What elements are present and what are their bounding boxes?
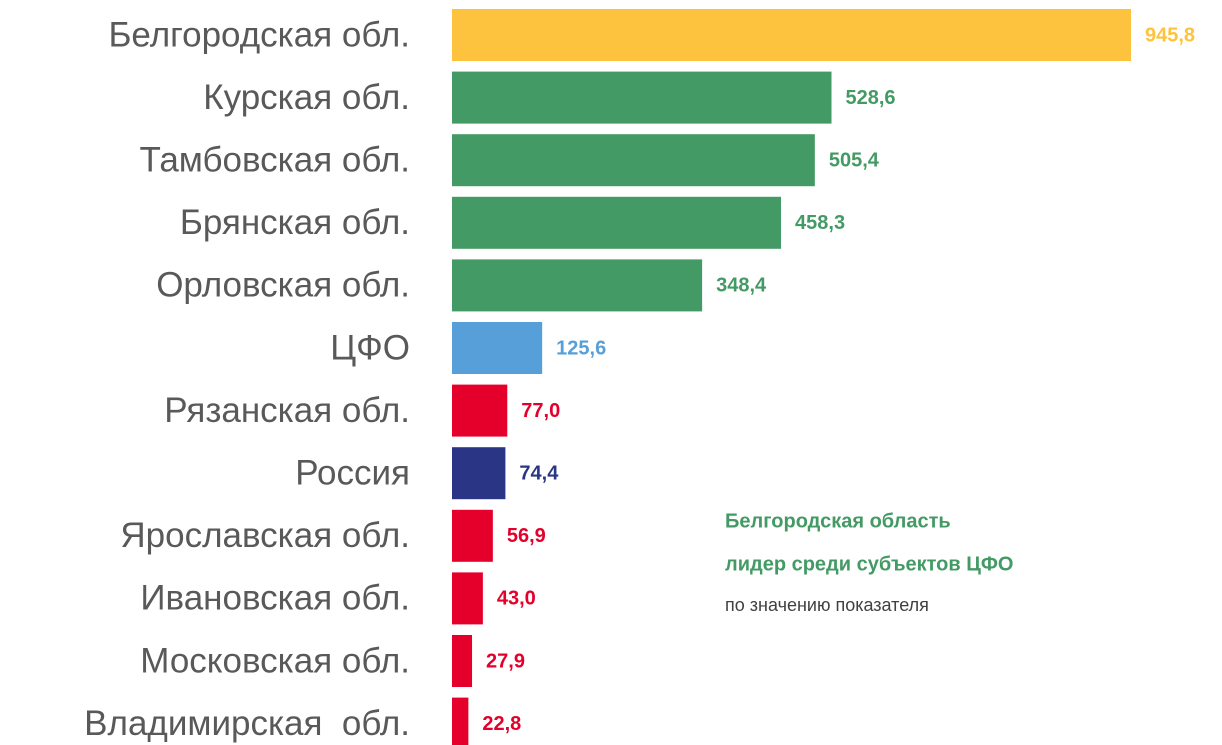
annotation: лидер среди субъектов ЦФО <box>725 553 1014 575</box>
category-label: Московская обл. <box>140 641 410 680</box>
value-label: 505,4 <box>829 149 880 171</box>
bar <box>452 196 782 249</box>
value-label: 77,0 <box>521 400 560 422</box>
bar <box>452 322 543 374</box>
bar <box>452 697 469 745</box>
value-label: 348,4 <box>716 275 767 297</box>
value-label: 945,8 <box>1145 24 1195 46</box>
value-label: 22,8 <box>482 713 521 735</box>
bar <box>452 134 815 187</box>
bar <box>452 9 1131 61</box>
category-label: Белгородская обл. <box>108 15 410 54</box>
value-label: 458,3 <box>795 212 845 234</box>
bar <box>452 509 493 562</box>
value-label: 56,9 <box>507 525 546 547</box>
category-label: Рязанская обл. <box>164 391 410 430</box>
bar <box>452 572 483 625</box>
category-label: Курская обл. <box>203 78 410 117</box>
category-label: Ивановская обл. <box>140 579 410 618</box>
category-label: Орловская обл. <box>156 266 410 305</box>
category-label: Владимирская обл. <box>84 704 410 743</box>
annotation: Белгородская область <box>725 510 951 532</box>
category-label: Россия <box>295 453 410 492</box>
bar <box>452 384 508 437</box>
bar <box>452 71 832 124</box>
category-label: Брянская обл. <box>180 203 410 242</box>
bar <box>452 447 506 500</box>
value-label: 528,6 <box>845 87 895 109</box>
value-label: 27,9 <box>486 650 525 672</box>
category-label: ЦФО <box>330 328 410 367</box>
bar <box>452 635 473 687</box>
category-label: Ярославская обл. <box>120 516 410 555</box>
category-label: Тамбовская обл. <box>140 140 410 179</box>
annotation: по значению показателя <box>725 595 929 615</box>
value-label: 125,6 <box>556 337 606 359</box>
value-label: 74,4 <box>519 462 559 484</box>
value-label: 43,0 <box>497 588 536 610</box>
bar <box>452 259 703 312</box>
